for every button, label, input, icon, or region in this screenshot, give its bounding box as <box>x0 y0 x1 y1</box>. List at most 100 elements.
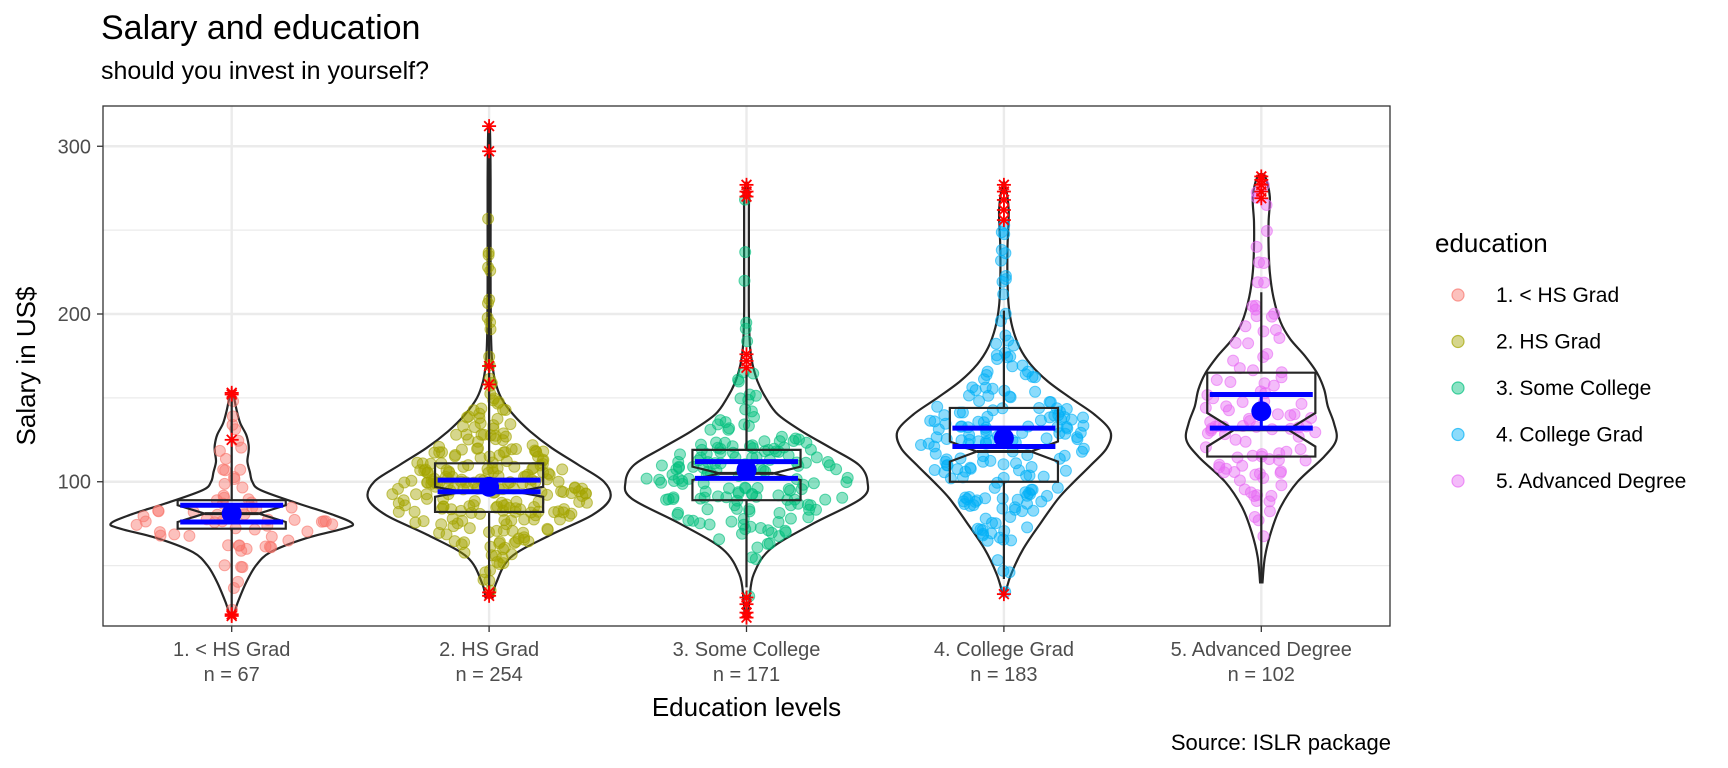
data-point <box>1005 534 1018 547</box>
outlier-stroke <box>483 360 495 372</box>
data-point <box>448 535 461 548</box>
data-point <box>1257 351 1270 363</box>
data-point <box>758 445 771 458</box>
data-point <box>555 485 568 498</box>
outlier-point <box>996 587 1011 602</box>
data-point <box>411 456 424 469</box>
data-point <box>263 540 276 553</box>
data-point <box>991 554 1004 567</box>
data-point <box>435 518 448 531</box>
data-point <box>990 349 1003 362</box>
data-point <box>1021 497 1033 510</box>
outlier-point <box>224 385 239 400</box>
data-point <box>517 526 530 539</box>
data-point <box>671 508 684 521</box>
data-point <box>738 274 751 287</box>
data-point <box>701 503 714 516</box>
data-point <box>218 559 231 572</box>
data-point <box>728 499 741 512</box>
data-point <box>682 514 695 527</box>
data-point <box>1199 401 1212 414</box>
data-point <box>973 395 986 407</box>
data-point <box>711 418 724 431</box>
data-point <box>153 526 166 539</box>
notched-box <box>1206 371 1317 458</box>
data-point <box>1220 400 1233 413</box>
legend: education 1. < HS Grad 2. HS Grad 3. Some … <box>1435 228 1686 493</box>
data-point <box>497 403 509 416</box>
data-point <box>1227 354 1240 367</box>
outlier-point <box>224 607 239 622</box>
data-point <box>640 472 653 485</box>
data-point <box>929 447 942 460</box>
data-point <box>819 493 832 506</box>
data-point <box>984 454 997 467</box>
data-point <box>1041 489 1053 502</box>
data-point <box>1275 479 1288 492</box>
data-point <box>810 503 822 516</box>
data-point <box>1257 257 1270 269</box>
data-point <box>1260 225 1273 237</box>
data-point <box>152 505 165 518</box>
outlier-stroke <box>740 348 753 360</box>
data-point <box>1004 350 1017 363</box>
data-point <box>421 466 434 479</box>
outlier-point <box>482 585 497 600</box>
data-point <box>455 443 468 456</box>
data-point <box>1265 310 1278 323</box>
legend-label: 4. College Grad <box>1496 424 1643 447</box>
data-point <box>1260 199 1273 211</box>
data-point <box>420 488 433 501</box>
data-point <box>458 536 471 549</box>
data-point <box>484 387 497 400</box>
data-point <box>739 403 752 416</box>
data-point <box>773 435 786 448</box>
data-point <box>951 463 964 476</box>
legend-key <box>1451 427 1465 442</box>
data-point <box>995 244 1008 256</box>
legend-label: 1. < HS Grad <box>1496 284 1619 307</box>
data-point <box>988 481 1001 494</box>
data-point <box>1257 325 1270 338</box>
data-point <box>493 449 506 462</box>
outlier-stroke <box>483 145 495 157</box>
data-point <box>1239 320 1252 333</box>
data-point <box>1016 359 1029 372</box>
data-point <box>660 493 673 506</box>
data-point <box>405 474 418 487</box>
data-point <box>510 443 522 455</box>
x-axis-title: Education levels <box>652 692 841 722</box>
data-point <box>966 381 979 394</box>
data-point <box>723 482 735 495</box>
data-point <box>472 442 485 455</box>
data-point <box>703 518 716 531</box>
data-point <box>417 515 430 528</box>
data-point <box>836 491 849 504</box>
data-point <box>139 515 152 528</box>
data-point <box>450 428 463 441</box>
outlier-stroke <box>740 607 753 619</box>
data-point <box>739 322 752 335</box>
x-tick-count-label: n = 171 <box>713 664 780 686</box>
data-point <box>742 419 755 432</box>
data-point <box>930 431 943 444</box>
data-point <box>491 556 504 568</box>
data-point <box>1224 376 1237 388</box>
outlier-stroke <box>483 586 495 598</box>
outlier-point <box>739 590 754 605</box>
stat-layer <box>180 392 1313 525</box>
data-point <box>456 514 469 527</box>
data-point <box>1250 240 1263 253</box>
data-point <box>414 464 427 477</box>
data-point <box>732 373 745 386</box>
data-point <box>1236 396 1249 408</box>
data-point <box>674 448 686 461</box>
data-point <box>999 273 1012 286</box>
data-point <box>1071 433 1084 446</box>
data-point <box>446 512 459 525</box>
data-point <box>1010 457 1022 470</box>
data-point <box>784 512 797 525</box>
data-point <box>1273 332 1286 344</box>
data-point <box>956 471 969 484</box>
